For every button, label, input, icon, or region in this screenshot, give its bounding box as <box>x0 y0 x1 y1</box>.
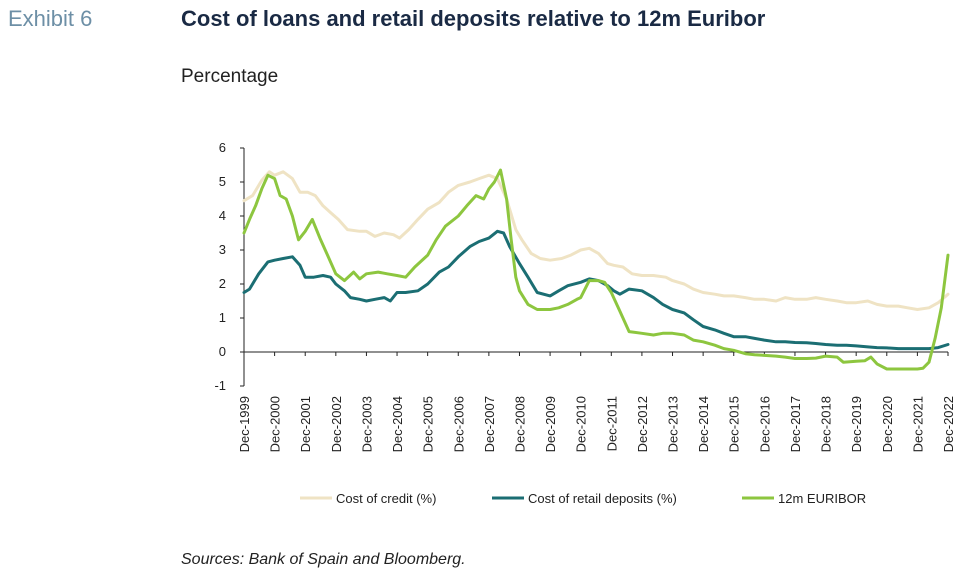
series-line-0 <box>242 170 950 311</box>
x-tick-label: Dec-2022 <box>941 396 956 452</box>
x-tick-label: Dec-2015 <box>727 396 742 452</box>
x-tick-label: Dec-2007 <box>482 396 497 452</box>
x-tick-label: Dec-2010 <box>574 396 589 452</box>
chart-subtitle: Percentage <box>181 66 279 87</box>
series-line-1 <box>242 229 950 351</box>
x-tick-label: Dec-2019 <box>849 396 864 452</box>
y-tick-label: 1 <box>219 310 226 325</box>
x-tick-label: Dec-2008 <box>512 396 527 452</box>
x-tick-label: Dec-2012 <box>635 396 650 452</box>
y-tick-label: 3 <box>219 242 226 257</box>
x-tick-label: Dec-2020 <box>880 396 895 452</box>
x-tick-label: Dec-2006 <box>451 396 466 452</box>
legend-label: Cost of credit (%) <box>336 491 436 506</box>
x-tick-label: Dec-2009 <box>543 396 558 452</box>
x-tick-label: Dec-2014 <box>696 396 711 452</box>
x-tick-label: Dec-2013 <box>666 396 681 452</box>
legend-label: Cost of retail deposits (%) <box>528 491 677 506</box>
exhibit-label: Exhibit 6 <box>8 6 93 31</box>
x-tick-label: Dec-2000 <box>268 396 283 452</box>
source-note: Sources: Bank of Spain and Bloomberg. <box>181 551 466 568</box>
x-tick-label: Dec-2017 <box>788 396 803 452</box>
y-tick-label: 0 <box>219 344 226 359</box>
y-tick-label: 6 <box>219 140 226 155</box>
x-tick-label: Dec-2004 <box>390 396 405 452</box>
x-tick-label: Dec-2016 <box>757 396 772 452</box>
y-tick-label: -1 <box>214 378 226 393</box>
x-tick-label: Dec-2005 <box>421 396 436 452</box>
x-tick-label: Dec-2001 <box>298 396 313 452</box>
x-tick-label: Dec-2003 <box>359 396 374 452</box>
y-tick-label: 5 <box>219 174 226 189</box>
chart-title: Cost of loans and retail deposits relati… <box>181 6 766 31</box>
x-tick-label: Dec-2018 <box>819 396 834 452</box>
legend-label: 12m EURIBOR <box>778 491 866 506</box>
y-tick-label: 4 <box>219 208 226 223</box>
x-tick-label: Dec-2002 <box>329 396 344 452</box>
y-tick-label: 2 <box>219 276 226 291</box>
x-tick-label: Dec-2021 <box>910 396 925 452</box>
x-tick-label: Dec-1999 <box>237 396 252 452</box>
series-line-2 <box>242 168 950 371</box>
x-tick-label: Dec-2011 <box>604 396 619 451</box>
